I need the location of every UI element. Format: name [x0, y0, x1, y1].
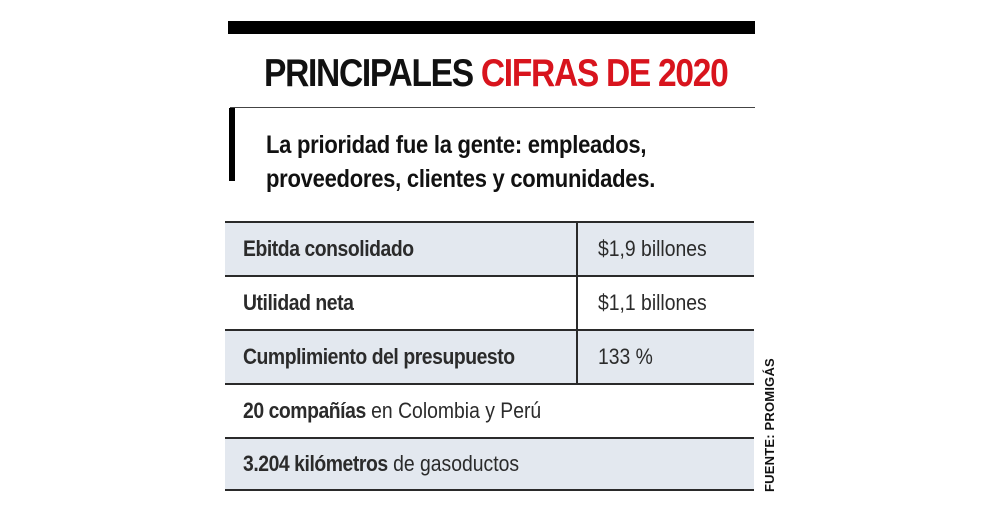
figures-table: Ebitda consolidado $1,9 billones Utilida…	[225, 221, 754, 491]
table-row: Utilidad neta $1,1 billones	[225, 275, 754, 329]
row-value: 133 %	[598, 344, 653, 369]
subtitle-accent-bar	[229, 108, 235, 181]
row-label: Ebitda consolidado	[243, 236, 414, 261]
table-row: Cumplimiento del presupuesto 133 %	[225, 329, 754, 383]
fact-rest: de gasoductos	[387, 451, 520, 476]
source-credit: FUENTE: PROMIGÁS	[762, 358, 777, 492]
row-value: $1,9 billones	[598, 236, 707, 261]
table-row: Ebitda consolidado $1,9 billones	[225, 221, 754, 275]
fact-row: 20 compañías en Colombia y Perú	[225, 383, 754, 437]
fact-text: 3.204 kilómetros de gasoductos	[243, 451, 519, 477]
row-value: $1,1 billones	[598, 290, 707, 315]
title-divider	[230, 107, 755, 108]
fact-bold: 3.204 kilómetros	[243, 451, 388, 476]
subtitle-line-1: La prioridad fue la gente: empleados,	[266, 131, 647, 159]
fact-rest: en Colombia y Perú	[365, 398, 542, 423]
fact-bold: 20 compañías	[243, 398, 366, 423]
row-label: Utilidad neta	[243, 290, 354, 315]
row-label: Cumplimiento del presupuesto	[243, 344, 515, 369]
fact-text: 20 compañías en Colombia y Perú	[243, 398, 541, 424]
fact-row: 3.204 kilómetros de gasoductos	[225, 437, 754, 491]
subtitle: La prioridad fue la gente: empleados, pr…	[266, 128, 655, 196]
subtitle-line-2: proveedores, clientes y comunidades.	[266, 165, 656, 193]
page-title: PRINCIPALES CIFRAS DE 2020	[264, 52, 729, 95]
title-black: PRINCIPALES	[264, 52, 474, 95]
top-black-bar	[228, 21, 755, 34]
title-red: CIFRAS DE 2020	[480, 52, 729, 95]
